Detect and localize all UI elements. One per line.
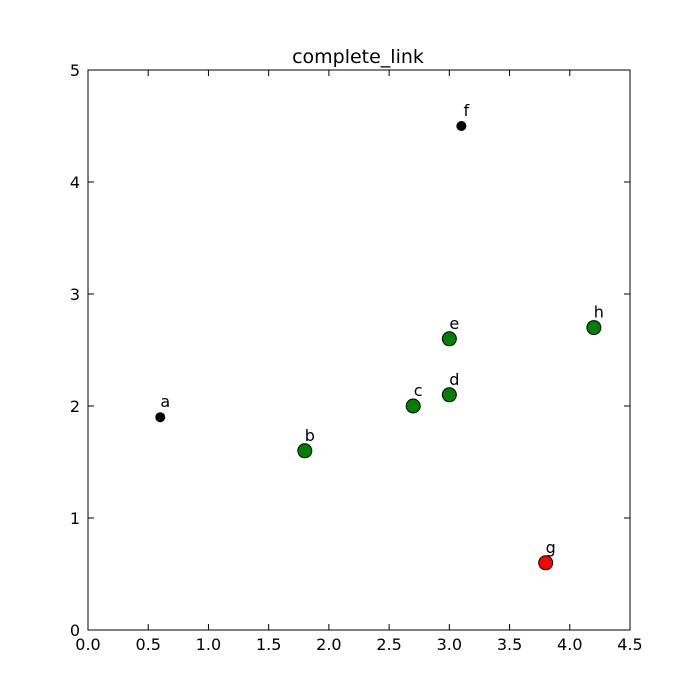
y-tick-label: 4	[70, 173, 80, 192]
point-c	[405, 398, 421, 414]
chart-title: complete_link	[292, 46, 424, 68]
point-label-h: h	[594, 303, 604, 322]
x-tick-label: 4.5	[617, 635, 642, 654]
point-label-f: f	[464, 101, 470, 120]
x-tick-label: 0.0	[75, 635, 100, 654]
point-d	[441, 387, 457, 403]
point-b	[297, 443, 313, 459]
point-label-c: c	[414, 381, 423, 400]
point-label-e: e	[449, 314, 459, 333]
y-tick-label: 5	[70, 61, 80, 80]
point-label-b: b	[305, 426, 315, 445]
y-tick-label: 2	[70, 397, 80, 416]
point-e	[441, 331, 457, 347]
y-tick-label: 3	[70, 285, 80, 304]
x-tick-label: 2.0	[316, 635, 341, 654]
x-tick-label: 4.0	[557, 635, 582, 654]
data-points: a b c d e f g h	[155, 101, 604, 571]
point-label-a: a	[160, 392, 170, 411]
point-g	[538, 555, 554, 571]
x-tick-label: 2.5	[376, 635, 401, 654]
x-tick-label: 3.5	[497, 635, 522, 654]
x-tick-label: 1.0	[196, 635, 221, 654]
axis-ticks: 0.0 0.5 1.0 1.5 2.0 2.5 3.0 3.5 4.0 4.5 0 1 2 3 4 5	[70, 61, 643, 654]
x-tick-label: 1.5	[256, 635, 281, 654]
point-label-d: d	[449, 370, 459, 389]
point-f	[456, 121, 467, 131]
y-tick-label: 0	[70, 621, 80, 640]
point-a	[155, 412, 166, 423]
point-label-g: g	[546, 538, 556, 557]
x-tick-label: 3.0	[437, 635, 462, 654]
plot-area-frame	[87, 69, 631, 631]
y-tick-label: 1	[70, 509, 80, 528]
x-tick-label: 0.5	[135, 635, 160, 654]
point-h	[586, 320, 602, 336]
